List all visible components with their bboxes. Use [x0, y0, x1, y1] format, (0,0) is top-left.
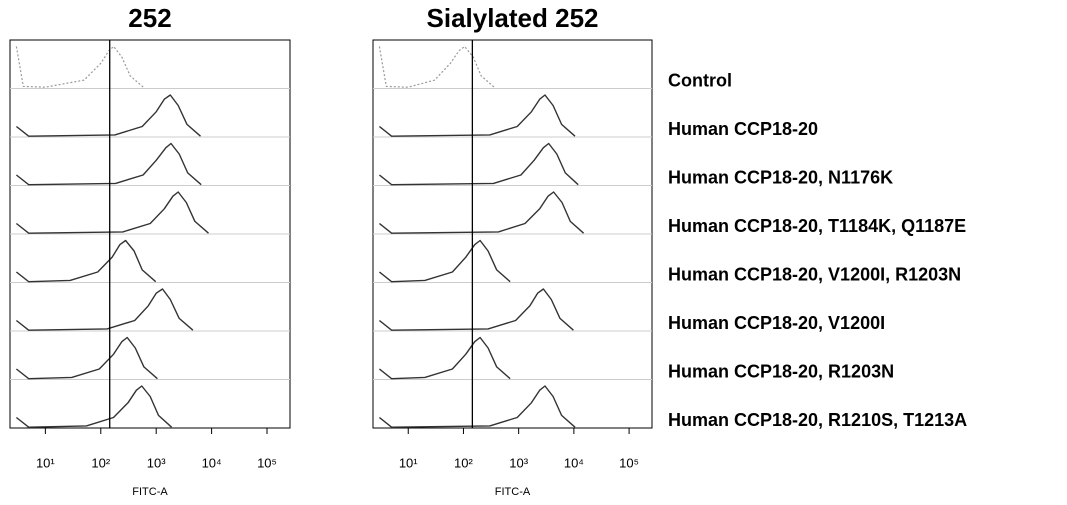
histogram-curve — [15, 385, 173, 428]
x-tick-label: 10² — [91, 455, 110, 470]
histogram-curve — [378, 142, 579, 186]
x-tick-label: 10⁵ — [619, 455, 639, 470]
sample-label: Human CCP18-20 — [668, 119, 818, 139]
sample-label: Human CCP18-20, T1184K, Q1187E — [668, 216, 966, 236]
x-axis-label: FITC-A — [495, 486, 531, 498]
histogram-curve — [15, 191, 209, 234]
histogram-curve — [378, 45, 496, 89]
histogram-curve — [378, 239, 511, 283]
sample-label: Human CCP18-20, N1176K — [668, 167, 893, 187]
sample-label: Human CCP18-20, R1203N — [668, 361, 894, 381]
histogram-curve — [378, 288, 574, 331]
x-axis-label: FITC-A — [132, 486, 168, 498]
sample-label: Control — [668, 70, 732, 90]
sample-label: Human CCP18-20, V1200I, R1203N — [668, 264, 961, 284]
histogram-curve — [15, 336, 158, 380]
x-tick-label: 10³ — [509, 455, 528, 470]
histogram-curve — [378, 336, 511, 380]
histogram-curve — [15, 94, 201, 137]
histogram-curve — [15, 142, 202, 186]
histogram-curve — [15, 239, 157, 283]
x-tick-label: 10⁴ — [564, 455, 584, 470]
x-tick-label: 10² — [454, 455, 473, 470]
x-tick-label: 10¹ — [399, 455, 418, 470]
histogram-curve — [378, 385, 576, 428]
x-tick-label: 10⁴ — [202, 455, 222, 470]
histogram-curve — [378, 94, 576, 137]
sample-label: Human CCP18-20, R1210S, T1213A — [668, 410, 967, 430]
x-tick-label: 10⁵ — [257, 455, 277, 470]
x-tick-label: 10³ — [147, 455, 166, 470]
histogram-curve — [15, 45, 145, 89]
chart-title: 252 — [128, 3, 171, 33]
sample-label: Human CCP18-20, V1200I — [668, 313, 885, 333]
histogram-curve — [15, 288, 194, 331]
chart-title: Sialylated 252 — [427, 3, 599, 33]
x-tick-label: 10¹ — [36, 455, 55, 470]
histogram-curve — [378, 191, 585, 234]
